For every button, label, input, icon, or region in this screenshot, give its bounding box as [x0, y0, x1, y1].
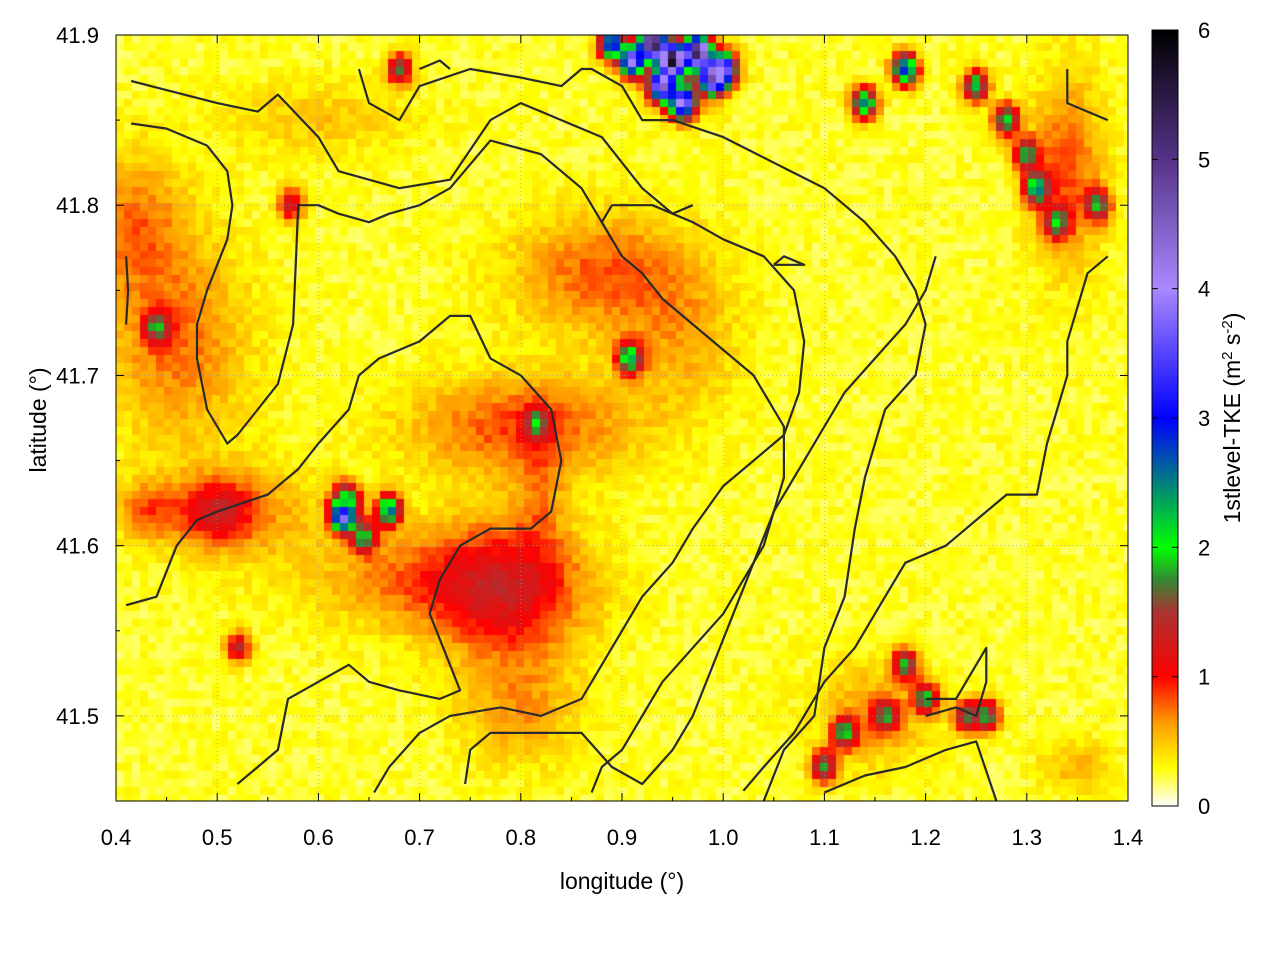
x-tick-label: 0.4 [101, 825, 132, 850]
colorbar-tick-label: 4 [1198, 277, 1210, 302]
x-axis: 0.4 0.5 0.6 0.7 0.8 0.9 1.0 1.1 1.2 1.3 1.4 [101, 35, 1144, 850]
contour-line-13 [823, 740, 998, 801]
colorbar-tick-label: 3 [1198, 406, 1210, 431]
y-axis-label: latitude (°) [25, 367, 51, 472]
contour-line-2 [131, 122, 613, 445]
colorbar-tick-label: 6 [1198, 18, 1210, 43]
colorbar-label-sup1: 2 [1219, 351, 1236, 359]
colorbar-tick-label: 0 [1198, 794, 1210, 819]
colorbar-tick-label: 5 [1198, 147, 1210, 172]
x-tick-label: 0.9 [607, 825, 638, 850]
y-tick-label: 41.7 [56, 363, 99, 388]
x-tick-label: 0.7 [404, 825, 435, 850]
y-tick-label: 41.5 [56, 704, 99, 729]
contour-line-11 [419, 59, 451, 71]
contour-lines [125, 59, 1109, 801]
contour-line-14 [125, 256, 130, 325]
x-tick-label: 0.5 [202, 825, 233, 850]
contour-line-5 [125, 314, 563, 785]
colorbar-tick-label: 2 [1198, 535, 1210, 560]
x-tick-label: 1.3 [1012, 825, 1043, 850]
y-tick-label: 41.9 [56, 23, 99, 48]
x-tick-label: 1.2 [910, 825, 941, 850]
colorbar-label-end: ) [1219, 313, 1245, 321]
y-axis: 41.5 41.6 41.7 41.8 41.9 [56, 23, 1128, 802]
plot-area [115, 34, 1129, 802]
heatmap-field [116, 35, 1128, 801]
contour-line-3 [357, 67, 927, 801]
colorbar-label: 1stlevel-TKE (m2 s-2) [1219, 313, 1246, 524]
colorbar-label-sup2: -2 [1219, 320, 1236, 333]
y-tick-label: 41.8 [56, 193, 99, 218]
y-tick-label: 41.6 [56, 534, 99, 559]
x-tick-label: 0.8 [506, 825, 537, 850]
contour-line-6 [373, 204, 806, 794]
contour-line-10 [1066, 69, 1109, 122]
x-tick-label: 1.0 [708, 825, 739, 850]
contour-line-4 [590, 204, 785, 793]
colorbar-tick-label: 1 [1198, 665, 1210, 690]
contour-line-8 [773, 255, 806, 266]
contour-line-9 [742, 255, 1109, 792]
colorbar-label-base: 1stlevel-TKE (m [1219, 360, 1245, 524]
x-axis-label: longitude (°) [560, 868, 684, 894]
x-tick-label: 1.1 [809, 825, 840, 850]
colorbar-label-mid: s [1219, 334, 1245, 352]
x-tick-label: 1.4 [1113, 825, 1144, 850]
colorbar-ticks: 0 1 2 3 4 5 6 [1152, 18, 1210, 819]
x-tick-label: 0.6 [303, 825, 334, 850]
contour-line-1 [130, 79, 694, 215]
contour-line-7 [464, 255, 937, 786]
contour-line-12 [925, 646, 988, 717]
